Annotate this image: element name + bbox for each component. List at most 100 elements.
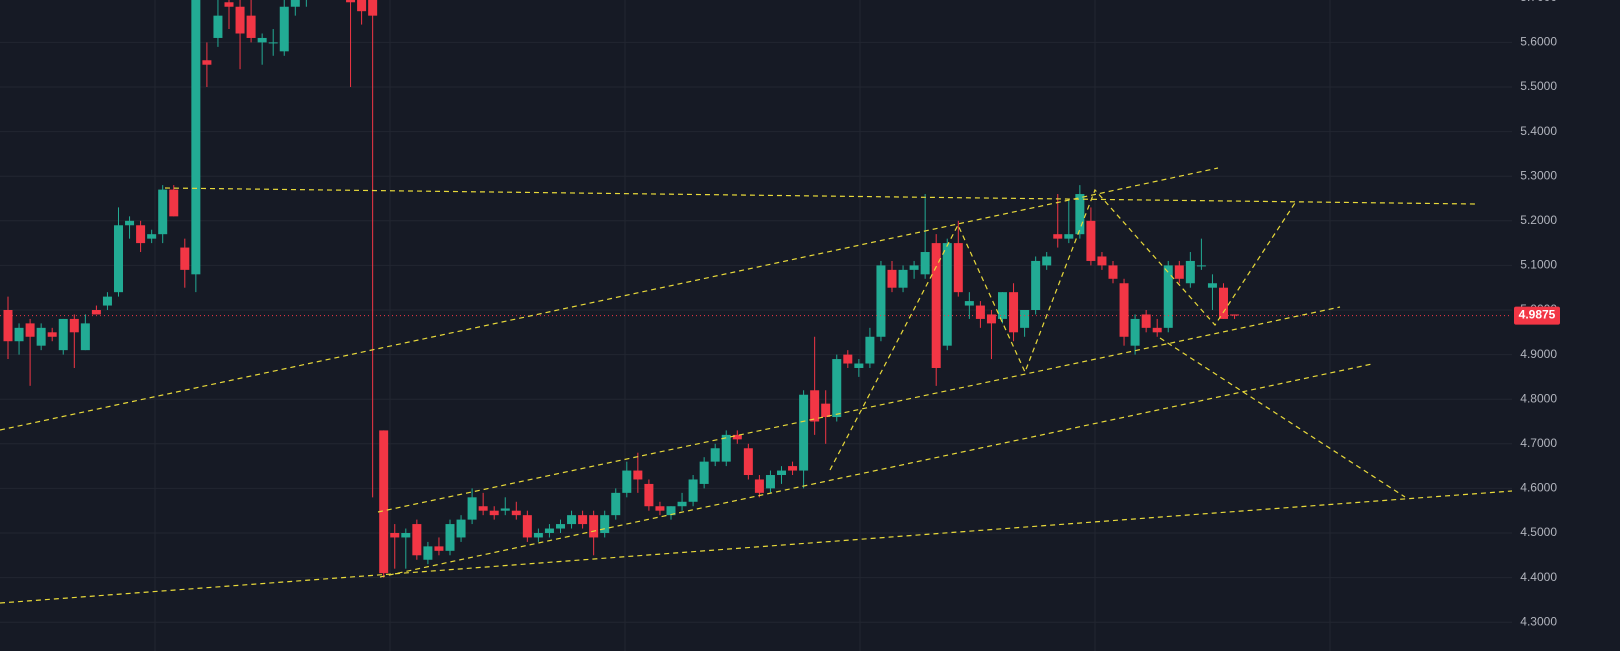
y-tick-label: 5.3000 <box>1520 168 1557 182</box>
candle-body <box>257 37 267 43</box>
candle-body <box>1053 234 1063 239</box>
candle-body <box>986 314 996 324</box>
y-tick-label: 4.5000 <box>1520 525 1557 539</box>
candle-body <box>423 546 433 560</box>
candle-body <box>876 265 886 337</box>
candle-body <box>544 528 554 533</box>
candle-body <box>1020 310 1030 328</box>
candle-body <box>721 434 731 462</box>
zigzag-line <box>829 188 1296 471</box>
candle-body <box>14 327 24 342</box>
candle-body <box>522 515 532 538</box>
candle-body <box>114 225 123 293</box>
candle-body <box>1207 283 1217 288</box>
trend-line <box>379 363 1373 578</box>
candle-body <box>25 323 35 337</box>
candle-body <box>732 434 742 440</box>
candle-body <box>622 470 632 493</box>
y-tick-label: 5.2000 <box>1520 213 1557 227</box>
candle-body <box>953 243 963 293</box>
price-axis: 4.3000 4.4000 4.5000 4.6000 4.7000 4.8000 4.90… <box>1514 0 1560 628</box>
candle-body <box>810 390 820 422</box>
candle-body <box>533 532 543 538</box>
candle-body <box>710 448 720 462</box>
candle-body <box>511 510 521 516</box>
candle-body <box>854 363 864 368</box>
candle-body <box>920 252 930 275</box>
candle-body <box>3 310 13 342</box>
candle-body <box>777 470 786 476</box>
candle-body <box>467 497 477 520</box>
y-tick-label: 5.4000 <box>1520 124 1557 138</box>
candle-body <box>147 234 157 239</box>
candle-body <box>47 332 57 337</box>
candle-body <box>224 2 234 7</box>
y-tick-label: 5.6000 <box>1520 35 1557 49</box>
candle-body <box>346 0 356 3</box>
candle-body <box>600 515 610 533</box>
candle-body <box>887 269 897 288</box>
candle-body <box>699 461 709 484</box>
candle-body <box>180 247 190 270</box>
candle-body <box>357 0 367 12</box>
candle-body <box>865 336 875 364</box>
y-tick-label: 5.1000 <box>1520 258 1557 272</box>
candle-body <box>1119 283 1129 337</box>
candle-body <box>1230 314 1240 316</box>
y-tick-label: 4.8000 <box>1520 391 1557 405</box>
candle-body <box>1219 287 1228 319</box>
candle-body <box>633 470 643 480</box>
candles <box>0 0 1512 578</box>
y-tick-label: 4.9000 <box>1520 347 1557 361</box>
candle-body <box>1009 292 1019 333</box>
y-tick-label: 4.3000 <box>1520 614 1557 628</box>
candle-body <box>401 532 411 538</box>
candle-body <box>136 225 146 244</box>
candle-body <box>456 519 466 538</box>
candle-body <box>788 466 798 471</box>
candle-body <box>644 483 654 507</box>
candle-body <box>578 515 588 525</box>
candle-body <box>36 327 46 346</box>
candle-body <box>754 479 764 493</box>
candle-body <box>500 508 510 511</box>
candle-body <box>478 506 488 511</box>
vertical-grid <box>154 0 1331 651</box>
candle-body <box>556 524 565 529</box>
candle-body <box>445 524 455 551</box>
trend-line <box>377 306 1341 513</box>
candle-body <box>931 243 941 368</box>
y-tick-label: 4.6000 <box>1520 481 1557 495</box>
candle-body <box>909 265 919 270</box>
y-tick-label: 4.4000 <box>1520 570 1557 584</box>
candle-body <box>821 403 831 418</box>
candle-body <box>202 60 212 65</box>
candle-body <box>1031 260 1041 311</box>
candle-body <box>69 318 79 333</box>
candle-body <box>655 506 665 511</box>
candle-body <box>567 515 577 525</box>
candle-body <box>434 546 444 551</box>
candle-body <box>975 305 985 319</box>
candle-body <box>213 15 223 38</box>
candle-body <box>765 475 775 489</box>
trend-line <box>1159 337 1406 498</box>
candle-body <box>1042 256 1052 266</box>
candle-body <box>1130 318 1140 346</box>
candle-body <box>743 448 753 476</box>
candle-body <box>125 220 135 226</box>
trend-line <box>0 167 1219 431</box>
last-price-badge <box>1514 306 1560 325</box>
trend-line <box>164 187 1476 205</box>
candle-body <box>998 292 1007 319</box>
candle-body <box>589 515 599 538</box>
y-tick-label: 4.7000 <box>1520 436 1557 450</box>
candle-body <box>158 189 168 235</box>
last-price-label: 4.9875 <box>1519 308 1556 322</box>
candle-body <box>1086 220 1096 261</box>
candle-body <box>102 296 112 306</box>
candle-body <box>832 359 842 418</box>
